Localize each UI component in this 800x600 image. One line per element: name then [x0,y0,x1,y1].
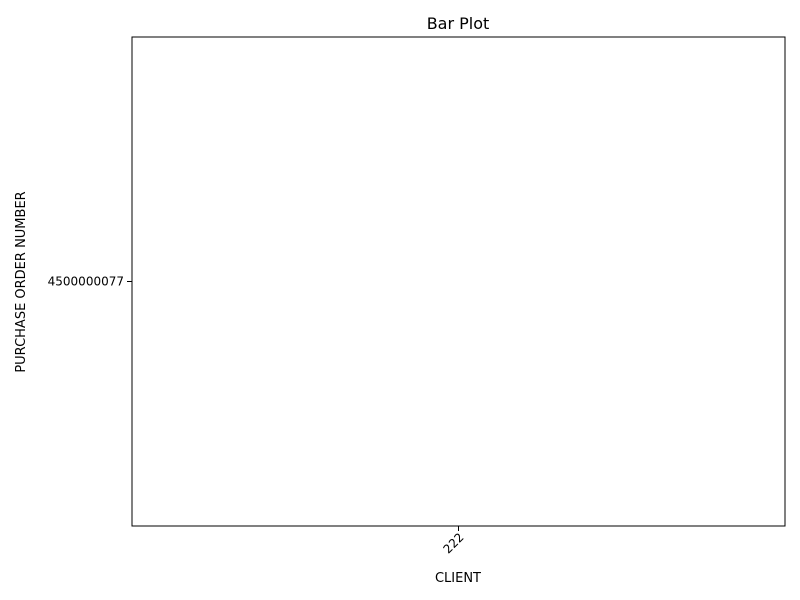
bar [458,282,459,527]
x-tick-label: 222 [441,530,467,556]
plot-area [131,36,786,527]
y-tick-label: 4500000077 [48,275,124,289]
chart-title: Bar Plot [427,14,490,33]
x-axis-label: CLIENT [435,571,481,586]
y-axis-label: PURCHASE ORDER NUMBER [14,191,29,372]
